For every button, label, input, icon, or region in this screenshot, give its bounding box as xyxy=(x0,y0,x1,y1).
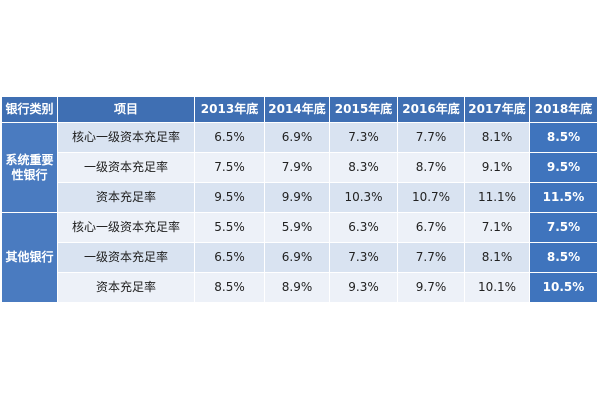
value-cell: 8.7% xyxy=(398,153,465,183)
value-cell: 6.5% xyxy=(195,243,265,273)
value-cell: 8.3% xyxy=(330,153,398,183)
value-cell: 7.9% xyxy=(265,153,330,183)
value-cell: 6.9% xyxy=(265,123,330,153)
value-cell: 10.5% xyxy=(530,273,598,303)
value-cell: 7.7% xyxy=(398,123,465,153)
value-cell: 9.9% xyxy=(265,183,330,213)
item-cell: 一级资本充足率 xyxy=(58,153,195,183)
value-cell: 7.5% xyxy=(530,213,598,243)
item-cell: 资本充足率 xyxy=(58,273,195,303)
item-cell: 资本充足率 xyxy=(58,183,195,213)
value-cell: 8.5% xyxy=(530,123,598,153)
item-cell: 核心一级资本充足率 xyxy=(58,213,195,243)
item-cell: 核心一级资本充足率 xyxy=(58,123,195,153)
value-cell: 9.5% xyxy=(195,183,265,213)
header-cell: 银行类别 xyxy=(2,97,58,123)
header-cell: 2017年底 xyxy=(465,97,530,123)
value-cell: 6.7% xyxy=(398,213,465,243)
category-cell: 系统重要性银行 xyxy=(2,123,58,213)
value-cell: 6.9% xyxy=(265,243,330,273)
value-cell: 8.9% xyxy=(265,273,330,303)
value-cell: 7.3% xyxy=(330,243,398,273)
item-cell: 一级资本充足率 xyxy=(58,243,195,273)
value-cell: 6.3% xyxy=(330,213,398,243)
category-cell: 其他银行 xyxy=(2,213,58,303)
value-cell: 9.3% xyxy=(330,273,398,303)
value-cell: 5.5% xyxy=(195,213,265,243)
value-cell: 9.5% xyxy=(530,153,598,183)
value-cell: 8.1% xyxy=(465,243,530,273)
value-cell: 8.5% xyxy=(530,243,598,273)
header-cell: 2013年底 xyxy=(195,97,265,123)
value-cell: 7.5% xyxy=(195,153,265,183)
value-cell: 8.5% xyxy=(195,273,265,303)
header-cell: 2015年底 xyxy=(330,97,398,123)
header-cell: 2016年底 xyxy=(398,97,465,123)
value-cell: 7.1% xyxy=(465,213,530,243)
value-cell: 9.7% xyxy=(398,273,465,303)
value-cell: 7.3% xyxy=(330,123,398,153)
header-cell: 2014年底 xyxy=(265,97,330,123)
value-cell: 10.1% xyxy=(465,273,530,303)
value-cell: 8.1% xyxy=(465,123,530,153)
value-cell: 10.3% xyxy=(330,183,398,213)
value-cell: 11.1% xyxy=(465,183,530,213)
value-cell: 7.7% xyxy=(398,243,465,273)
header-cell: 项目 xyxy=(58,97,195,123)
value-cell: 11.5% xyxy=(530,183,598,213)
header-cell: 2018年底 xyxy=(530,97,598,123)
value-cell: 6.5% xyxy=(195,123,265,153)
value-cell: 10.7% xyxy=(398,183,465,213)
value-cell: 9.1% xyxy=(465,153,530,183)
value-cell: 5.9% xyxy=(265,213,330,243)
